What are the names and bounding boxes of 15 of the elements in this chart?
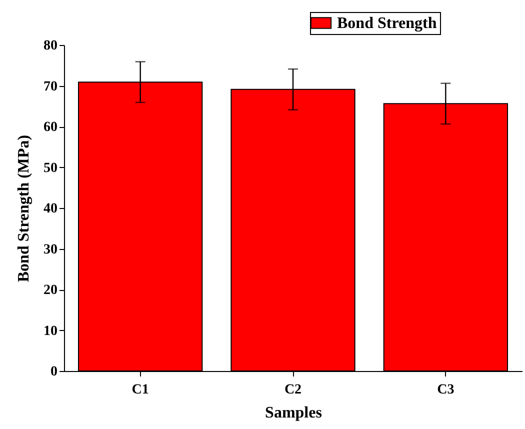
y-tick-label: 70 bbox=[44, 79, 58, 94]
y-tick-label: 40 bbox=[44, 202, 58, 216]
y-tick-label: 0 bbox=[50, 364, 58, 380]
x-axis-title: Samples bbox=[265, 404, 322, 422]
y-tick-label: 80 bbox=[44, 38, 58, 54]
x-tick-label: C1 bbox=[132, 382, 149, 398]
y-tick-label: 20 bbox=[44, 283, 58, 298]
legend-label: Bond Strength bbox=[337, 15, 437, 32]
y-tick-label: 50 bbox=[44, 160, 58, 176]
y-tick-label: 10 bbox=[44, 324, 58, 339]
x-tick-label: C3 bbox=[437, 382, 454, 398]
y-axis-title: Bond Strength (MPa) bbox=[16, 134, 32, 282]
x-tick-label: C2 bbox=[284, 382, 302, 398]
y-tick-label: 60 bbox=[44, 120, 58, 135]
y-tick-label: 30 bbox=[44, 242, 58, 258]
